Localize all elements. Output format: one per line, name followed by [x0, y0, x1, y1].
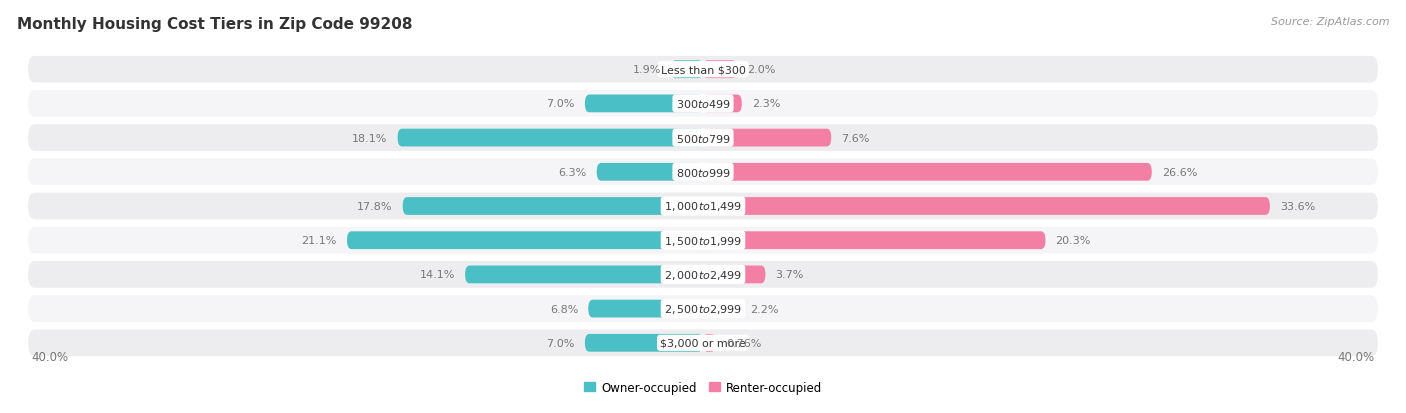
- Text: 21.1%: 21.1%: [301, 236, 337, 246]
- Legend: Owner-occupied, Renter-occupied: Owner-occupied, Renter-occupied: [579, 376, 827, 399]
- Text: 18.1%: 18.1%: [352, 133, 388, 143]
- Text: 14.1%: 14.1%: [419, 270, 456, 280]
- Text: 3.7%: 3.7%: [776, 270, 804, 280]
- Text: Source: ZipAtlas.com: Source: ZipAtlas.com: [1271, 17, 1389, 26]
- FancyBboxPatch shape: [588, 300, 703, 318]
- FancyBboxPatch shape: [28, 261, 1378, 288]
- FancyBboxPatch shape: [28, 57, 1378, 83]
- Text: $2,000 to $2,499: $2,000 to $2,499: [664, 268, 742, 281]
- Text: 20.3%: 20.3%: [1056, 236, 1091, 246]
- FancyBboxPatch shape: [398, 129, 703, 147]
- Text: 2.0%: 2.0%: [747, 65, 775, 75]
- Text: $1,000 to $1,499: $1,000 to $1,499: [664, 200, 742, 213]
- Text: 17.8%: 17.8%: [357, 202, 392, 211]
- FancyBboxPatch shape: [703, 61, 737, 79]
- Text: 6.8%: 6.8%: [550, 304, 578, 314]
- FancyBboxPatch shape: [585, 334, 703, 352]
- FancyBboxPatch shape: [703, 232, 1046, 249]
- FancyBboxPatch shape: [703, 198, 1270, 215]
- Text: 7.0%: 7.0%: [547, 338, 575, 348]
- Text: Less than $300: Less than $300: [661, 65, 745, 75]
- Text: 7.0%: 7.0%: [547, 99, 575, 109]
- Text: Monthly Housing Cost Tiers in Zip Code 99208: Monthly Housing Cost Tiers in Zip Code 9…: [17, 17, 412, 31]
- FancyBboxPatch shape: [28, 193, 1378, 220]
- FancyBboxPatch shape: [28, 125, 1378, 152]
- FancyBboxPatch shape: [28, 159, 1378, 186]
- Text: 6.3%: 6.3%: [558, 167, 586, 177]
- FancyBboxPatch shape: [28, 227, 1378, 254]
- Text: $500 to $799: $500 to $799: [675, 132, 731, 144]
- Text: $300 to $499: $300 to $499: [675, 98, 731, 110]
- FancyBboxPatch shape: [671, 61, 703, 79]
- Text: 7.6%: 7.6%: [841, 133, 870, 143]
- FancyBboxPatch shape: [703, 266, 765, 284]
- Text: $2,500 to $2,999: $2,500 to $2,999: [664, 302, 742, 316]
- FancyBboxPatch shape: [703, 95, 742, 113]
- Text: $1,500 to $1,999: $1,500 to $1,999: [664, 234, 742, 247]
- Text: $3,000 or more: $3,000 or more: [661, 338, 745, 348]
- FancyBboxPatch shape: [585, 95, 703, 113]
- Text: 26.6%: 26.6%: [1161, 167, 1198, 177]
- FancyBboxPatch shape: [347, 232, 703, 249]
- FancyBboxPatch shape: [596, 164, 703, 181]
- FancyBboxPatch shape: [402, 198, 703, 215]
- Text: 2.3%: 2.3%: [752, 99, 780, 109]
- Text: $800 to $999: $800 to $999: [675, 166, 731, 178]
- FancyBboxPatch shape: [703, 164, 1152, 181]
- FancyBboxPatch shape: [703, 129, 831, 147]
- FancyBboxPatch shape: [703, 334, 716, 352]
- FancyBboxPatch shape: [28, 296, 1378, 322]
- FancyBboxPatch shape: [28, 91, 1378, 117]
- Text: 40.0%: 40.0%: [1337, 350, 1375, 363]
- Text: 0.76%: 0.76%: [725, 338, 761, 348]
- FancyBboxPatch shape: [28, 330, 1378, 356]
- Text: 1.9%: 1.9%: [633, 65, 661, 75]
- FancyBboxPatch shape: [703, 300, 740, 318]
- Text: 2.2%: 2.2%: [751, 304, 779, 314]
- Text: 40.0%: 40.0%: [31, 350, 69, 363]
- Text: 33.6%: 33.6%: [1279, 202, 1315, 211]
- FancyBboxPatch shape: [465, 266, 703, 284]
